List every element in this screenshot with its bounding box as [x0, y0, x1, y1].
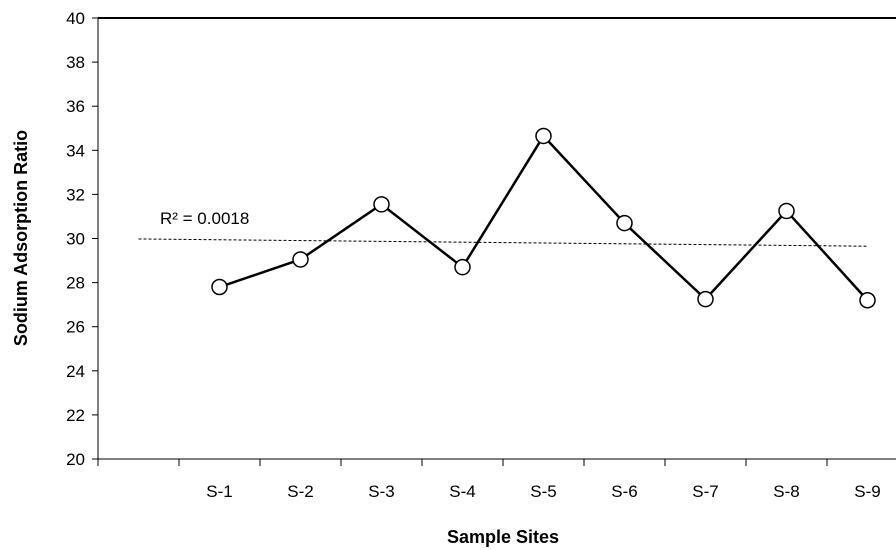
y-tick-label: 22 [66, 406, 85, 425]
y-axis-title: Sodium Adsorption Ratio [11, 130, 31, 346]
data-point [373, 196, 390, 213]
y-tick-label: 24 [66, 362, 85, 381]
series-group [211, 127, 876, 309]
data-point [292, 251, 309, 268]
x-tick-label: S-6 [611, 482, 637, 501]
y-tick-label: 32 [66, 185, 85, 204]
data-point [697, 290, 714, 308]
labels-group: Sample Sites Sodium Adsorption Ratio R² … [11, 130, 559, 547]
y-tick-label: 30 [66, 230, 85, 249]
y-tick-label: 28 [66, 274, 85, 293]
r-squared-label: R² = 0.0018 [160, 209, 249, 228]
data-point [778, 202, 795, 220]
x-axis-title: Sample Sites [447, 527, 559, 547]
trendline [138, 238, 868, 247]
data-point [535, 127, 552, 145]
x-tick-label: S-2 [287, 482, 313, 501]
data-point [454, 258, 471, 276]
data-point [211, 278, 228, 296]
trendline-group [138, 238, 868, 247]
x-tick-label: S-5 [530, 482, 556, 501]
y-tick-label: 36 [66, 97, 85, 116]
x-tick-label: S-3 [368, 482, 394, 501]
data-point [616, 214, 633, 232]
data-point [859, 291, 876, 309]
y-tick-label: 20 [66, 450, 85, 469]
y-tick-label: 40 [66, 9, 85, 28]
x-tick-label: S-7 [692, 482, 718, 501]
y-tick-label: 38 [66, 53, 85, 72]
y-tick-label: 34 [66, 141, 85, 160]
y-tick-label: 26 [66, 318, 85, 337]
series-line [219, 134, 869, 302]
axes: 20 22 24 26 28 30 32 34 36 38 40 S-1 S-2 S-3 S-4 S-5 S-6… [66, 9, 896, 501]
x-tick-label: S-1 [206, 482, 232, 501]
x-tick-label: S-9 [854, 482, 880, 501]
x-tick-label: S-8 [773, 482, 799, 501]
x-tick-label: S-4 [449, 482, 475, 501]
